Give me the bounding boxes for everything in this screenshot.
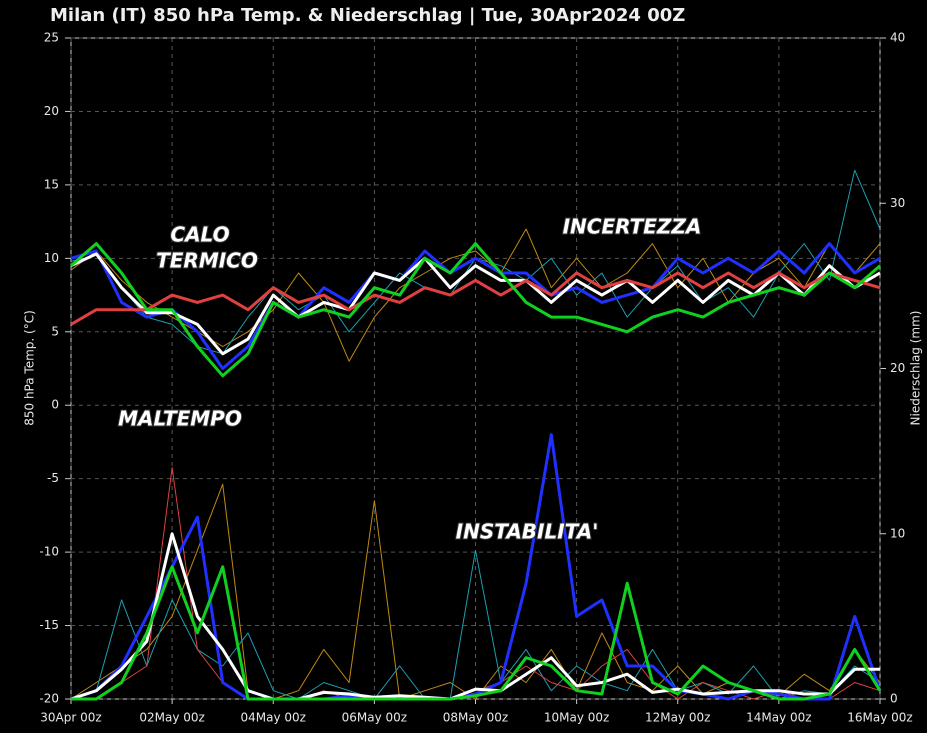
y2-tick-label: 20	[890, 361, 905, 375]
y-tick-label: -20	[39, 692, 59, 706]
annotation: TERMICO	[156, 249, 258, 273]
series-line	[70, 532, 880, 701]
y2-axis-label: Niederschlag (mm)	[909, 311, 923, 426]
x-tick-label: 06May 00z	[342, 711, 407, 725]
y-tick-label: 25	[44, 31, 59, 45]
y-tick-label: 15	[44, 177, 59, 191]
y2-tick-label: 10	[890, 526, 905, 540]
y-tick-label: 20	[44, 104, 59, 118]
series-line	[70, 433, 882, 701]
y-tick-label: 10	[44, 251, 59, 265]
y-axis-label: 850 hPa Temp. (°C)	[23, 310, 37, 426]
series-line	[70, 252, 881, 356]
series-line	[70, 242, 881, 370]
x-tick-label: 08May 00z	[443, 711, 508, 725]
annotation: INCERTEZZA	[563, 215, 702, 239]
y-tick-label: -15	[39, 618, 59, 632]
x-tick-label: 12May 00z	[645, 711, 710, 725]
series-line	[70, 242, 881, 378]
y-tick-label: -10	[39, 545, 59, 559]
y2-tick-label: 40	[890, 31, 905, 45]
y2-tick-label: 30	[890, 196, 905, 210]
series-line	[70, 549, 881, 700]
series-line	[71, 565, 882, 701]
y-tick-label: 0	[51, 398, 59, 412]
y2-tick-label: 0	[890, 692, 898, 706]
y-tick-label: -5	[47, 471, 59, 485]
annotation: MALTEMPO	[118, 407, 242, 431]
chart-title: Milan (IT) 850 hPa Temp. & Niederschlag …	[50, 5, 685, 26]
x-tick-label: 10May 00z	[544, 711, 609, 725]
annotation: INSTABILITA'	[456, 520, 599, 544]
x-tick-label: 04May 00z	[241, 711, 306, 725]
x-tick-label: 30Apr 00z	[40, 711, 101, 725]
x-tick-label: 02May 00z	[139, 711, 204, 725]
series-line	[70, 271, 881, 326]
x-tick-label: 16May 00z	[847, 711, 912, 725]
x-tick-label: 14May 00z	[746, 711, 811, 725]
y-tick-label: 5	[51, 324, 59, 338]
annotation: CALO	[170, 223, 229, 247]
